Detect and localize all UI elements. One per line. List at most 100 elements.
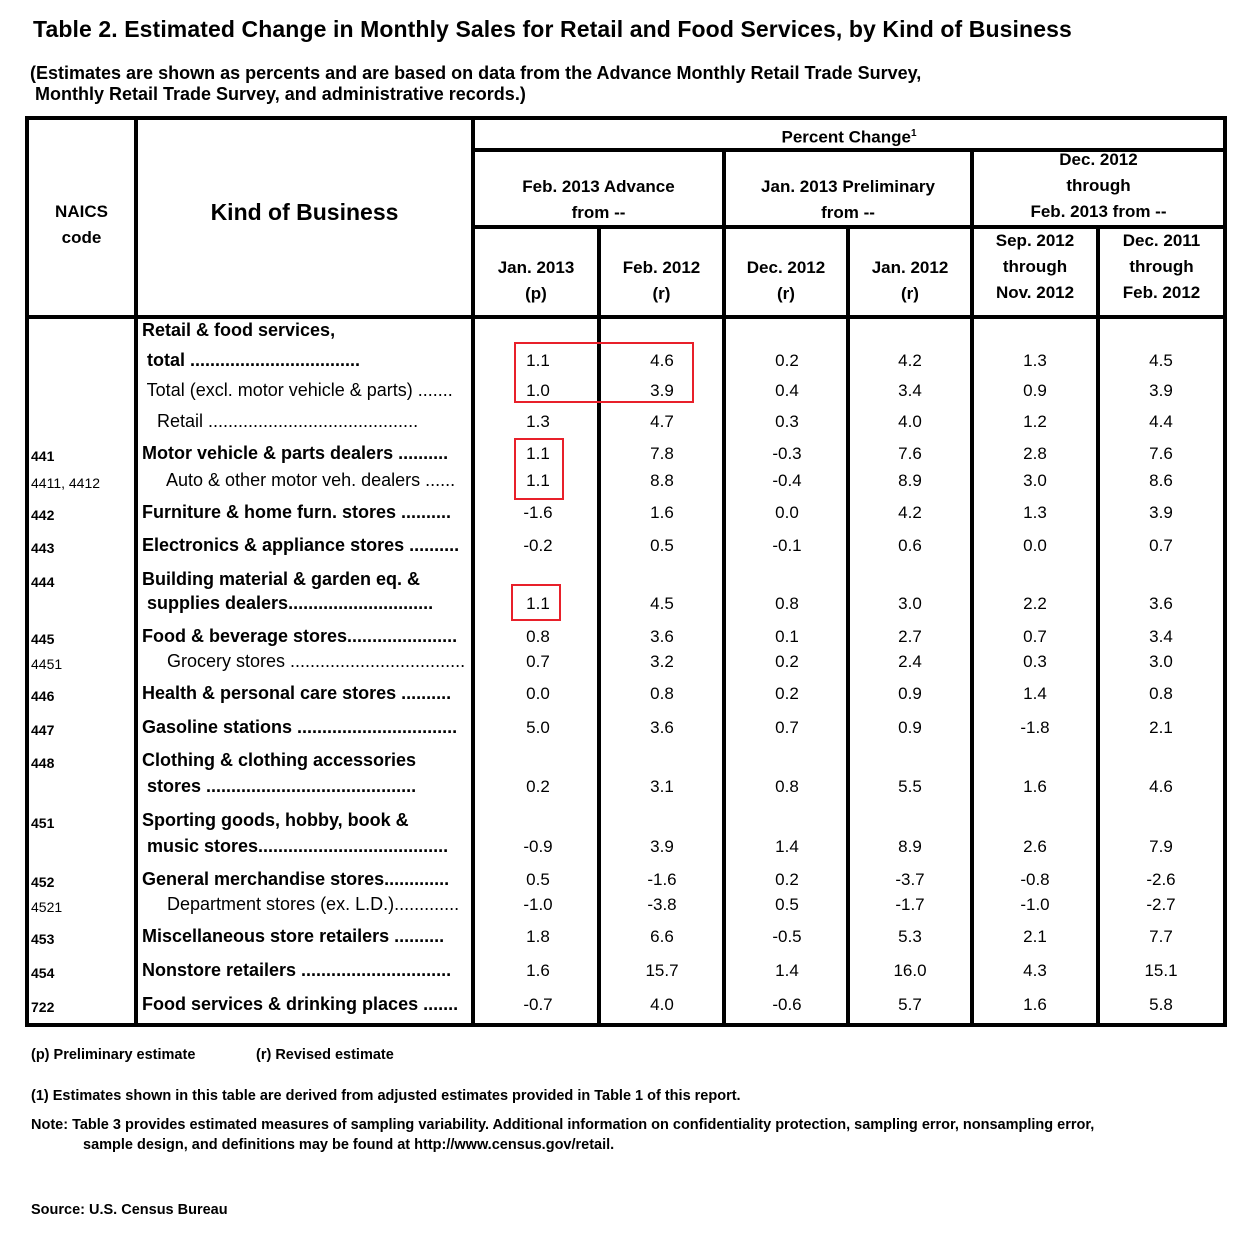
percent-change-value: -0.3 — [772, 444, 802, 463]
percent-change-value: 3.4 — [1149, 627, 1173, 646]
percent-change-value: 2.6 — [1023, 837, 1047, 856]
percent-change-value: 2.1 — [1149, 718, 1173, 737]
naics-code: 453 — [31, 931, 55, 947]
percent-change-value: 3.6 — [1149, 594, 1173, 613]
percent-change-value: 0.4 — [775, 381, 799, 400]
kind-of-business-label: music stores............................… — [142, 836, 449, 856]
percent-change-value: 5.8 — [1149, 995, 1173, 1014]
percent-change-value: 1.2 — [1023, 412, 1047, 431]
footnote-marker: 1 — [910, 128, 917, 139]
percent-change-value: 5.0 — [526, 718, 550, 737]
naics-code: 441 — [31, 448, 55, 464]
source-credit: Source: U.S. Census Bureau — [31, 1202, 228, 1218]
percent-change-value: 3.4 — [898, 381, 922, 400]
percent-change-value: 0.2 — [775, 684, 799, 703]
percent-change-value: 1.3 — [526, 412, 550, 431]
percent-change-value: -1.0 — [523, 895, 553, 914]
percent-change-value: 4.4 — [1149, 412, 1173, 431]
percent-change-value: 3.0 — [1023, 471, 1047, 490]
percent-change-value: 0.0 — [1023, 536, 1047, 555]
percent-change-value: 0.7 — [775, 718, 799, 737]
percent-change-value: 0.9 — [898, 718, 922, 737]
percent-change-value: 7.8 — [650, 444, 674, 463]
percent-change-value: 7.6 — [1149, 444, 1173, 463]
kind-of-business-label: Health & personal care stores .......... — [142, 683, 452, 703]
percent-change-value: 2.7 — [898, 627, 922, 646]
percent-change-value: 4.7 — [650, 412, 674, 431]
group-label-line: Feb. 2013 Advance — [522, 177, 675, 196]
percent-change-value: 5.3 — [898, 927, 922, 946]
percent-change-value: 7.7 — [1149, 927, 1173, 946]
page-title: Table 2. Estimated Change in Monthly Sal… — [33, 16, 1072, 42]
percent-change-value: 4.3 — [1023, 961, 1047, 980]
naics-code: 443 — [31, 540, 55, 556]
percent-change-value: 0.7 — [526, 652, 550, 671]
header-group-jan2013-preliminary: Jan. 2013 Preliminary from -- — [726, 174, 970, 226]
col-divider — [597, 228, 601, 1027]
percent-change-value: 0.7 — [1023, 627, 1047, 646]
percent-change-value: -0.7 — [523, 995, 553, 1014]
naics-code: 4521 — [31, 899, 63, 915]
kind-of-business-label: supplies dealers........................… — [142, 593, 434, 613]
percent-change-value: 1.1 — [526, 351, 550, 370]
percent-change-value: 4.2 — [898, 503, 922, 522]
percent-change-value: -2.7 — [1146, 895, 1176, 914]
table-border-right — [1223, 116, 1227, 1027]
page-subtitle: (Estimates are shown as percents and are… — [30, 63, 922, 104]
header-kind-of-business: Kind of Business — [210, 199, 399, 225]
percent-change-value: 0.3 — [1023, 652, 1047, 671]
naics-code: 448 — [31, 755, 55, 771]
kind-of-business-label: Food & beverage stores..................… — [142, 626, 458, 646]
percent-change-value: -1.6 — [647, 870, 677, 889]
col-label-line: Feb. 2012 — [1122, 283, 1201, 302]
table-border-left — [25, 116, 29, 1027]
percent-change-value: 16.0 — [893, 961, 927, 980]
header-percent-change: Percent Change1 — [475, 121, 1223, 151]
percent-change-value: 4.5 — [1149, 351, 1173, 370]
percent-change-value: 1.1 — [526, 594, 550, 613]
header-col-sep-nov2012: Sep. 2012 through Nov. 2012 — [974, 228, 1096, 306]
header-group-dec2012-feb2013: Dec. 2012 through Feb. 2013 from -- — [974, 147, 1223, 225]
highlight-box — [511, 584, 561, 621]
col-label-line: Dec. 2012 — [746, 258, 826, 277]
percent-change-value: 3.2 — [650, 652, 674, 671]
naics-code: 446 — [31, 688, 55, 704]
col-divider — [471, 116, 475, 1027]
header-col-dec2011-feb2012: Dec. 2011 through Feb. 2012 — [1100, 228, 1223, 306]
table-border-bottom — [25, 1023, 1227, 1027]
percent-change-value: 0.6 — [898, 536, 922, 555]
kind-of-business-label: General merchandise stores............. — [142, 869, 450, 889]
percent-change-value: 1.4 — [1023, 684, 1047, 703]
header-col-jan2012: Jan. 2012 (r) — [850, 255, 970, 307]
percent-change-value: -0.5 — [772, 927, 802, 946]
kind-of-business-label: stores .................................… — [142, 776, 417, 796]
naics-code: 445 — [31, 631, 55, 647]
col-label-line: Feb. 2012 — [622, 258, 701, 277]
percent-change-value: 1.1 — [526, 444, 550, 463]
percent-change-value: 3.0 — [898, 594, 922, 613]
kind-of-business-label: Building material & garden eq. & — [142, 569, 421, 589]
col-divider — [722, 151, 726, 1027]
percent-change-value: 3.1 — [650, 777, 674, 796]
naics-code: 4451 — [31, 656, 63, 672]
header-divider — [471, 148, 1227, 152]
percent-change-value: 3.9 — [650, 837, 674, 856]
col-divider — [134, 116, 138, 1027]
legend-preliminary: (p) Preliminary estimate — [31, 1047, 196, 1063]
col-label-line: Sep. 2012 — [995, 231, 1075, 250]
percent-change-value: 7.9 — [1149, 837, 1173, 856]
header-col-dec2012: Dec. 2012 (r) — [726, 255, 846, 307]
percent-change-value: 15.7 — [645, 961, 679, 980]
kind-of-business-label: Sporting goods, hobby, book & — [142, 810, 409, 830]
kind-of-business-label: Gasoline stations ......................… — [142, 717, 458, 737]
note-line-2: sample design, and definitions may be fo… — [83, 1137, 615, 1153]
col-label-line: through — [1129, 257, 1194, 276]
percent-change-value: 2.1 — [1023, 927, 1047, 946]
percent-change-value: -0.9 — [523, 837, 553, 856]
percent-change-value: 7.6 — [898, 444, 922, 463]
col-label-line: Jan. 2012 — [871, 258, 949, 277]
percent-change-value: 0.0 — [775, 503, 799, 522]
percent-change-value: 0.2 — [775, 870, 799, 889]
col-label-line: through — [1002, 257, 1068, 276]
percent-change-value: 0.8 — [775, 777, 799, 796]
